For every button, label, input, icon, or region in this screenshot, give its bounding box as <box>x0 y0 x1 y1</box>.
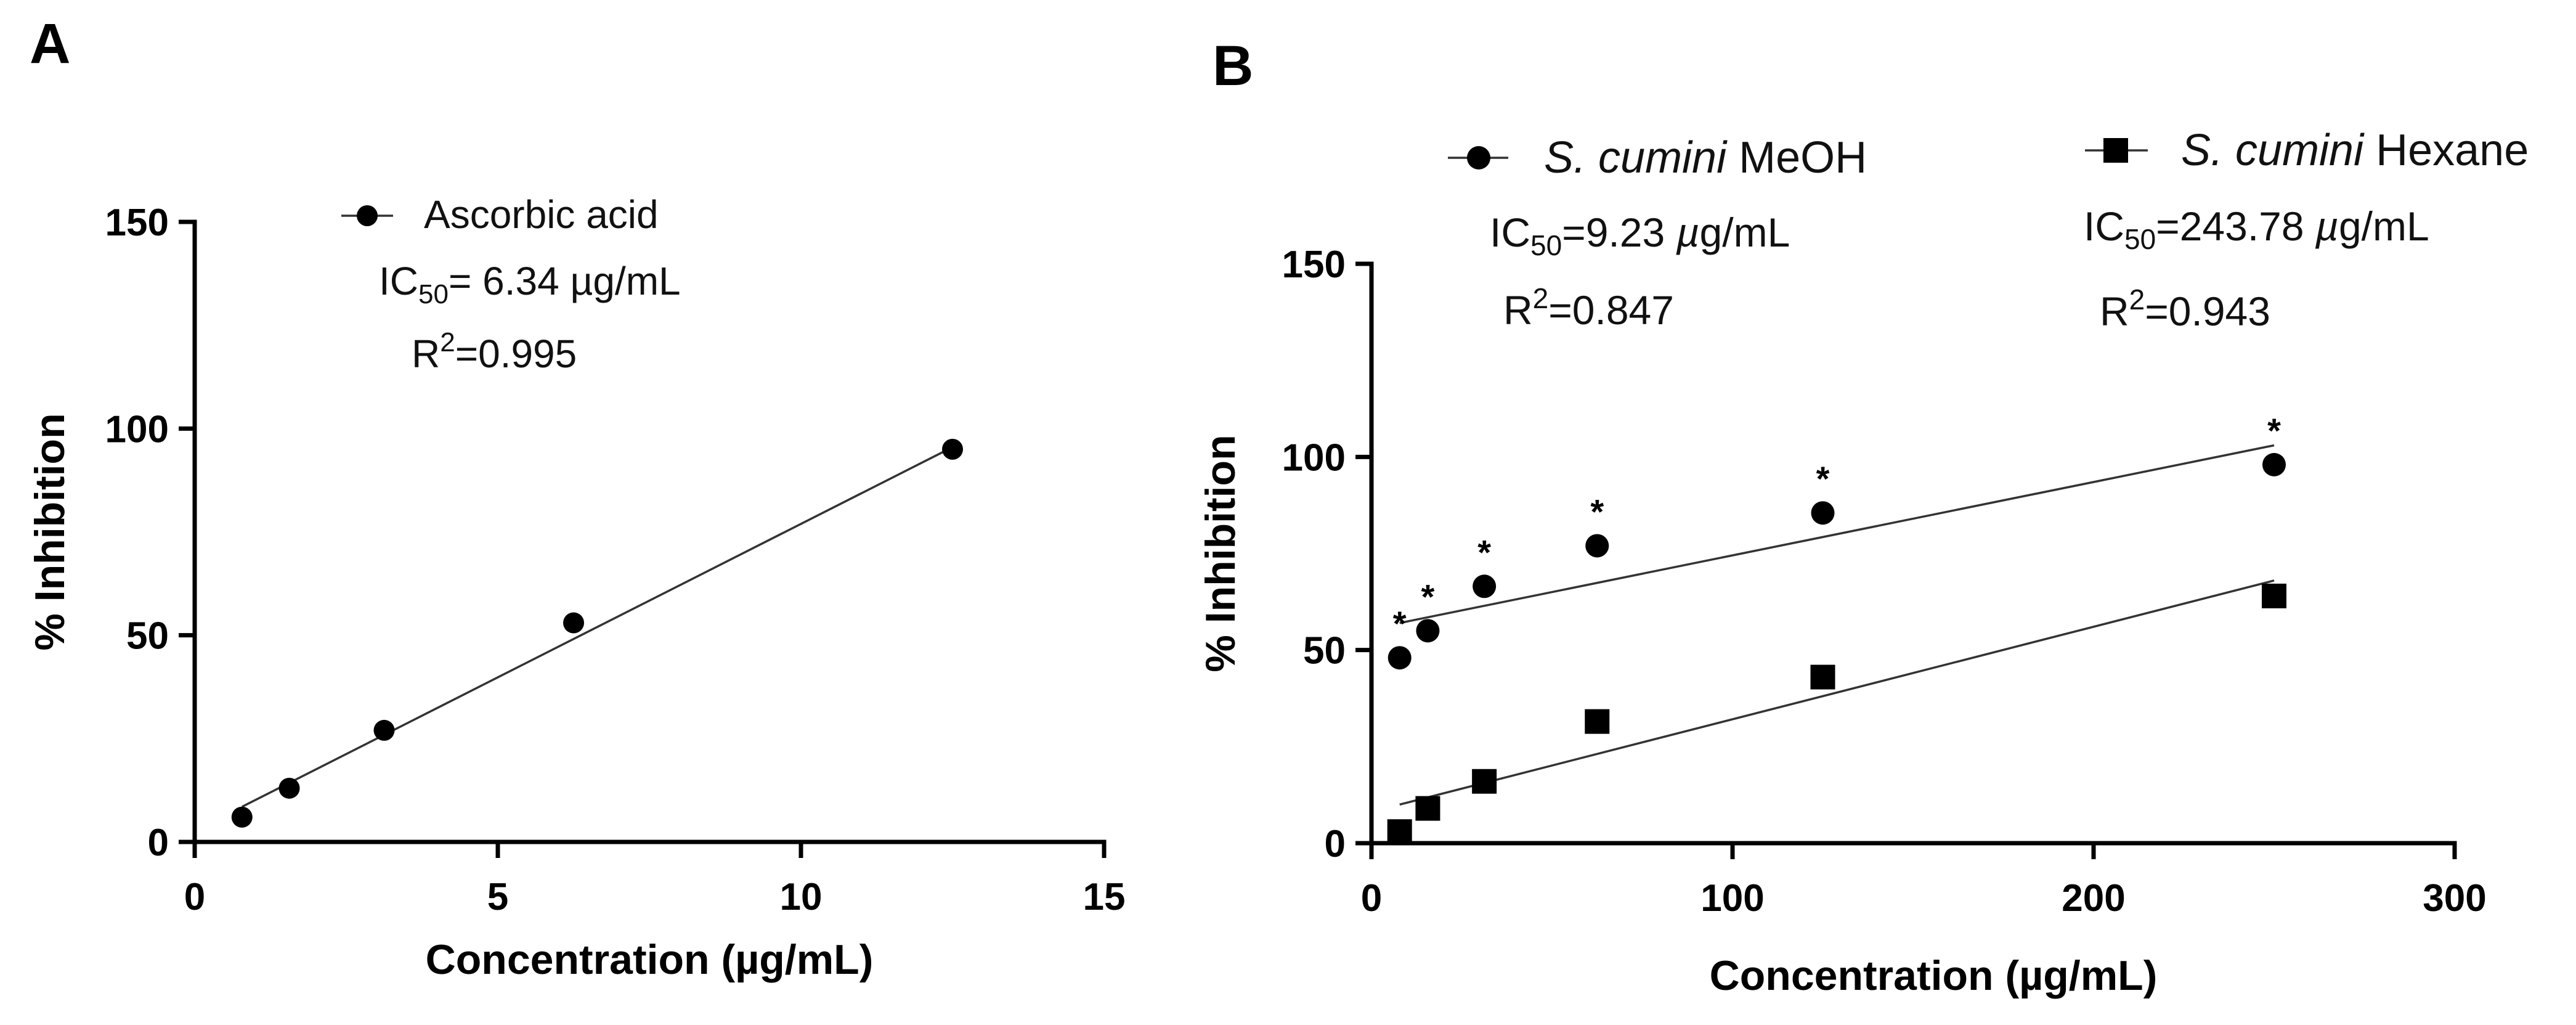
panel-b-x-axis-title: Concentration (µg/mL) <box>1710 952 2158 999</box>
data-point-square <box>2262 583 2286 608</box>
data-point-square <box>1387 819 1412 844</box>
panel-b-fit-lines <box>1399 444 2275 806</box>
panel-b-data-points <box>1387 452 2286 844</box>
regression-line <box>1399 444 2275 624</box>
y-tick-label: 100 <box>1282 436 1346 479</box>
data-point-square <box>1415 796 1440 821</box>
significance-asterisk: * <box>1590 492 1604 531</box>
data-point-circle <box>2262 452 2286 476</box>
data-point-circle <box>1811 501 1835 525</box>
panel-b-hexane-r2-annotation: R2=0.943 <box>2100 284 2270 334</box>
y-tick-label: 50 <box>126 615 169 658</box>
x-tick-label: 200 <box>2062 877 2125 920</box>
data-point-circle <box>373 719 395 741</box>
panel-a-ic50-annotation: IC50= 6.34 µg/mL <box>379 259 681 309</box>
panel-a-legend: Ascorbic acid <box>341 192 659 237</box>
panel-b-y-ticks: 0 50 100 150 <box>1282 243 1371 865</box>
panel-a-legend-label: Ascorbic acid <box>424 192 659 237</box>
panel-a: A 0 50 100 150 0 5 10 15 Concentration (µg/mL)… <box>26 12 1125 983</box>
panel-b-x-ticks: 0 100 200 300 <box>1361 843 2487 920</box>
data-point-circle <box>942 438 963 460</box>
y-tick-label: 50 <box>1303 630 1346 672</box>
data-point-square <box>1472 769 1497 794</box>
y-tick-label: 150 <box>1282 243 1346 286</box>
panel-b-legend-meoh-label: S. cumini MeOH <box>1544 133 1867 182</box>
panel-a-r2-annotation: R2=0.995 <box>412 327 577 376</box>
y-tick-label: 0 <box>1325 823 1346 865</box>
regression-line <box>241 446 953 808</box>
x-tick-label: 300 <box>2423 877 2486 920</box>
x-tick-label: 100 <box>1700 877 1764 920</box>
x-tick-label: 5 <box>487 876 508 918</box>
panel-b-legend-hexane-label: S. cumini Hexane <box>2181 126 2529 175</box>
x-tick-label: 0 <box>184 876 205 918</box>
x-tick-label: 0 <box>1361 877 1382 920</box>
legend-square-marker-icon <box>2103 138 2128 163</box>
x-tick-label: 15 <box>1083 876 1126 918</box>
panel-a-x-ticks: 0 5 10 15 <box>184 842 1126 918</box>
panel-b: B 0 50 100 150 0 100 200 300 Concentration (µg… <box>1197 35 2529 999</box>
panel-b-y-axis-title: % Inhibition <box>1197 435 1244 672</box>
data-point-circle <box>1416 619 1440 643</box>
y-tick-label: 100 <box>105 408 169 451</box>
data-point-circle <box>1585 534 1609 558</box>
data-point-square <box>1585 709 1610 734</box>
panel-a-y-ticks: 0 50 100 150 <box>105 202 195 864</box>
panel-b-legend-meoh: S. cumini MeOH <box>1448 133 1867 182</box>
panel-b-hexane-ic50-annotation: IC50=243.78 µg/mL <box>2084 203 2429 255</box>
panel-a-data-points <box>231 438 963 828</box>
significance-asterisk: * <box>1421 577 1435 616</box>
y-tick-label: 0 <box>148 822 169 864</box>
data-point-circle <box>1473 574 1497 598</box>
panel-a-x-axis-title: Concentration (µg/mL) <box>426 936 874 983</box>
panel-b-significance-marks: * * * * * * <box>1393 411 2281 643</box>
panel-a-label: A <box>30 12 70 75</box>
significance-asterisk: * <box>1477 533 1491 571</box>
data-point-circle <box>1388 646 1412 670</box>
data-point-square <box>1810 664 1835 690</box>
panel-b-legend-hexane: S. cumini Hexane <box>2085 126 2529 175</box>
panel-b-meoh-r2-annotation: R2=0.847 <box>1503 282 1674 333</box>
significance-asterisk: * <box>1816 459 1830 498</box>
panel-a-y-axis-title: % Inhibition <box>26 413 73 650</box>
legend-circle-marker-icon <box>1467 146 1490 169</box>
legend-circle-marker-icon <box>357 205 378 226</box>
significance-asterisk: * <box>1393 604 1407 643</box>
data-point-circle <box>278 777 300 799</box>
regression-line <box>1399 579 2275 806</box>
data-point-circle <box>563 612 584 634</box>
data-point-circle <box>231 806 253 828</box>
panel-a-fit-lines <box>241 446 953 808</box>
x-tick-label: 10 <box>780 876 823 918</box>
panel-b-label: B <box>1213 35 1253 97</box>
significance-asterisk: * <box>2267 411 2281 450</box>
y-tick-label: 150 <box>105 202 169 244</box>
panel-b-meoh-ic50-annotation: IC50=9.23 µg/mL <box>1490 210 1790 261</box>
